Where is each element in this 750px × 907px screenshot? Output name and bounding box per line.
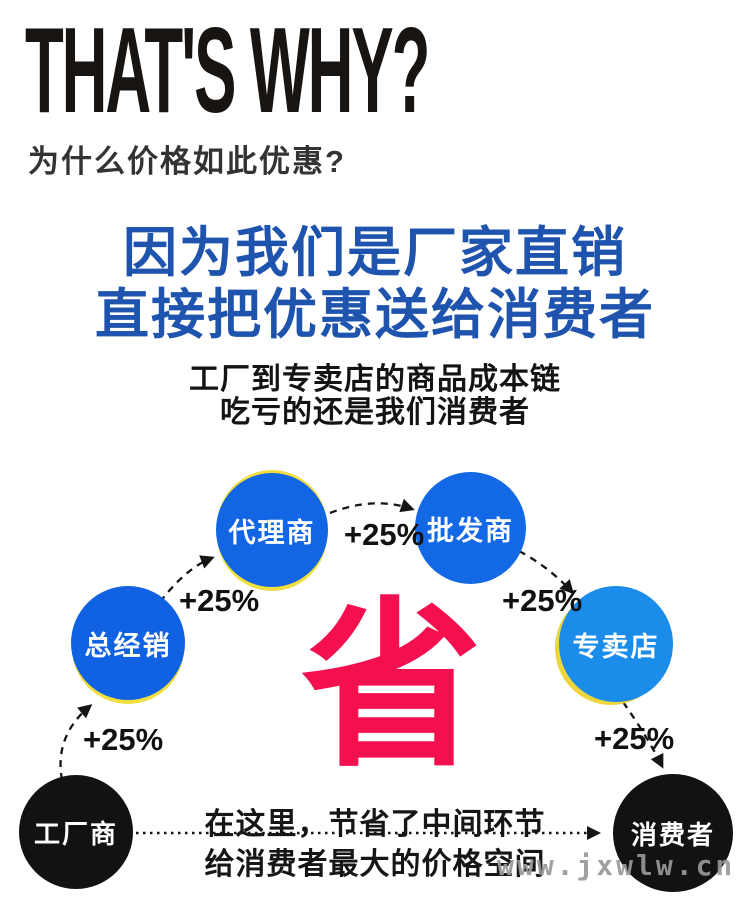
watermark-url: www.jxwlw.cn <box>497 849 736 882</box>
arrow-agent-to-wholesaler <box>329 498 415 515</box>
node-store: 专卖店 <box>559 586 673 702</box>
node-general-distributor: 总经销 <box>71 586 185 700</box>
headline-line-1: 因为我们是厂家直销 <box>123 223 627 283</box>
node-agent: 代理商 <box>216 473 328 587</box>
markup-label-general-agent: +25% <box>179 583 260 618</box>
arrow-store-to-consumer <box>622 701 664 769</box>
headline-line-2: 直接把优惠送给消费者 <box>95 285 655 345</box>
cost-chain-note-line-1: 工厂到专卖店的商品成本链 <box>189 363 561 396</box>
node-consumer: 消费者 <box>613 774 733 892</box>
save-character: 省 <box>301 586 482 788</box>
headline: 因为我们是厂家直销 直接把优惠送给消费者 <box>0 222 750 346</box>
page-subtitle: 为什么价格如此优惠? <box>28 144 346 179</box>
cost-chain-note: 工厂到专卖店的商品成本链 吃亏的还是我们消费者 <box>0 363 750 429</box>
node-wholesaler: 批发商 <box>415 472 526 584</box>
footer-note-line-1: 在这里，节省了中间环节 <box>204 808 546 841</box>
arrow-factory-to-general <box>59 704 93 781</box>
cost-chain-note-line-2: 吃亏的还是我们消费者 <box>220 396 530 429</box>
markup-label-store-consumer: +25% <box>594 721 675 756</box>
markup-label-factory-general: +25% <box>83 722 164 757</box>
arrow-wholesaler-to-store <box>518 549 575 595</box>
markup-label-wholesaler-store: +25% <box>502 583 583 618</box>
markup-label-agent-wholesaler: +25% <box>344 517 425 552</box>
footer-note-line-2: 给消费者最大的价格空间 <box>204 848 546 881</box>
page-title: THAT'S WHY? <box>25 2 430 138</box>
node-factory: 工厂商 <box>19 775 133 889</box>
